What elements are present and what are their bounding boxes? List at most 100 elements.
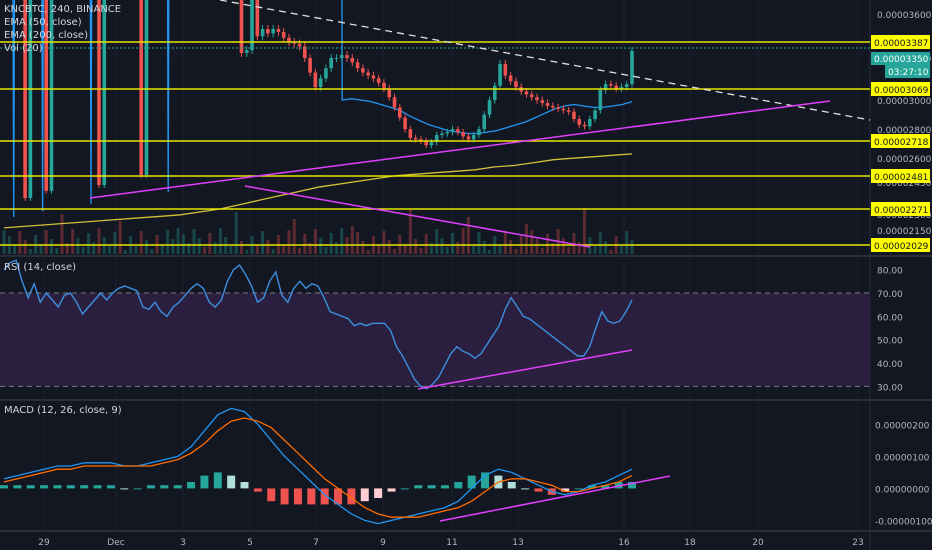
candle-body bbox=[392, 97, 397, 108]
volume-bar bbox=[2, 230, 6, 254]
ema50-legend: EMA (50, close) bbox=[4, 17, 82, 28]
volume-bar bbox=[424, 234, 428, 254]
volume-bar bbox=[625, 231, 629, 254]
volume-bar bbox=[334, 242, 338, 254]
candle-body bbox=[387, 88, 392, 98]
volume-bar bbox=[92, 242, 96, 254]
volume-bar bbox=[123, 250, 127, 254]
volume-bar bbox=[498, 245, 502, 254]
descending-trendline bbox=[244, 185, 591, 248]
volume-bar bbox=[488, 250, 492, 254]
candle-body bbox=[397, 107, 402, 118]
candle-body bbox=[297, 43, 302, 47]
candle-body bbox=[308, 58, 312, 73]
rsi-tick-label: 70.00 bbox=[877, 290, 903, 300]
rsi-tick-label: 80.00 bbox=[877, 267, 903, 277]
volume-bar bbox=[239, 241, 243, 254]
volume-bar bbox=[451, 233, 455, 254]
volume-bar bbox=[203, 247, 207, 254]
macd-histogram-bar bbox=[267, 488, 276, 502]
rsi-tick-label: 40.00 bbox=[877, 360, 903, 370]
macd-histogram-bar bbox=[387, 488, 396, 492]
x-axis-label: 7 bbox=[313, 538, 319, 548]
candle-body bbox=[466, 136, 471, 140]
candle-body bbox=[28, 0, 33, 199]
volume-bar bbox=[324, 247, 328, 254]
rsi-tick-label: 30.00 bbox=[877, 383, 903, 393]
price-tick-label: 0.00002800 bbox=[877, 126, 932, 136]
candle-body bbox=[630, 50, 634, 85]
macd-histogram-bar bbox=[200, 475, 209, 489]
volume-bar bbox=[340, 228, 344, 254]
macd-histogram-bar bbox=[240, 482, 249, 489]
macd-histogram-bar bbox=[347, 488, 356, 505]
volume-bar bbox=[350, 226, 354, 254]
volume-bar bbox=[604, 241, 608, 254]
candle-body bbox=[598, 89, 603, 111]
volume-bar bbox=[171, 239, 175, 254]
volume-bar bbox=[540, 248, 544, 254]
volume-bar bbox=[187, 243, 191, 254]
volume-bar bbox=[71, 229, 75, 254]
macd-histogram-bar bbox=[400, 488, 409, 490]
macd-histogram-bar bbox=[521, 488, 530, 490]
volume-bar bbox=[197, 238, 201, 254]
candle-body bbox=[339, 55, 344, 59]
volume-bar bbox=[609, 250, 613, 254]
candle-body bbox=[361, 68, 365, 73]
macd-histogram-bar bbox=[253, 488, 262, 492]
volume-bar bbox=[393, 249, 397, 254]
level-label: 0.00002271 bbox=[874, 206, 928, 216]
volume-bar bbox=[356, 232, 360, 254]
candle-body bbox=[250, 0, 254, 51]
x-axis-label: 20 bbox=[752, 538, 764, 548]
volume-bar bbox=[81, 247, 85, 254]
volume-bar bbox=[546, 234, 550, 254]
macd-histogram-bar bbox=[53, 485, 62, 489]
macd-histogram-bar bbox=[334, 488, 343, 505]
volume-bar bbox=[387, 240, 391, 254]
candle-body bbox=[445, 132, 450, 134]
level-label-box bbox=[871, 202, 930, 216]
volume-bar bbox=[303, 234, 307, 254]
volume-bar bbox=[166, 230, 170, 254]
x-axis-label: 3 bbox=[180, 538, 186, 548]
candle-body bbox=[477, 129, 481, 135]
volume-bar bbox=[49, 239, 53, 254]
candle-body bbox=[424, 140, 428, 146]
candle-body bbox=[403, 117, 407, 130]
x-axis-label: 29 bbox=[38, 538, 50, 548]
current-price-label: 0.00003350 bbox=[874, 55, 929, 65]
candle-body bbox=[498, 63, 502, 86]
candle-body bbox=[508, 75, 513, 82]
volume-bar bbox=[271, 249, 275, 254]
volume-bar bbox=[176, 228, 180, 254]
macd-histogram-bar bbox=[146, 485, 155, 489]
macd-trendline bbox=[439, 475, 671, 522]
macd-legend: MACD (12, 26, close, 9) bbox=[4, 405, 122, 416]
volume-bar bbox=[282, 244, 286, 254]
volume-bar bbox=[466, 217, 470, 254]
volume-bar bbox=[535, 239, 539, 254]
volume-bar bbox=[551, 243, 555, 254]
rsi-legend: RSI (14, close) bbox=[4, 262, 77, 273]
x-axis-label: 23 bbox=[852, 538, 863, 548]
level-label: 0.00002718 bbox=[874, 138, 929, 148]
level-label: 0.00002481 bbox=[874, 173, 928, 183]
volume-bar bbox=[503, 231, 507, 254]
volume-bar bbox=[619, 245, 623, 254]
candle-body bbox=[619, 87, 624, 89]
volume-bar bbox=[213, 242, 217, 254]
macd-histogram-bar bbox=[26, 485, 35, 489]
candle-body bbox=[551, 105, 555, 108]
volume-bar bbox=[160, 244, 164, 254]
candle-body bbox=[313, 72, 318, 88]
volume-bar bbox=[313, 229, 317, 254]
candle-body bbox=[624, 84, 629, 88]
volume-bar bbox=[134, 245, 138, 254]
rsi-band bbox=[0, 293, 870, 387]
candle-body bbox=[503, 63, 508, 76]
x-axis-label: 16 bbox=[618, 538, 630, 548]
volume-bar bbox=[567, 247, 571, 254]
